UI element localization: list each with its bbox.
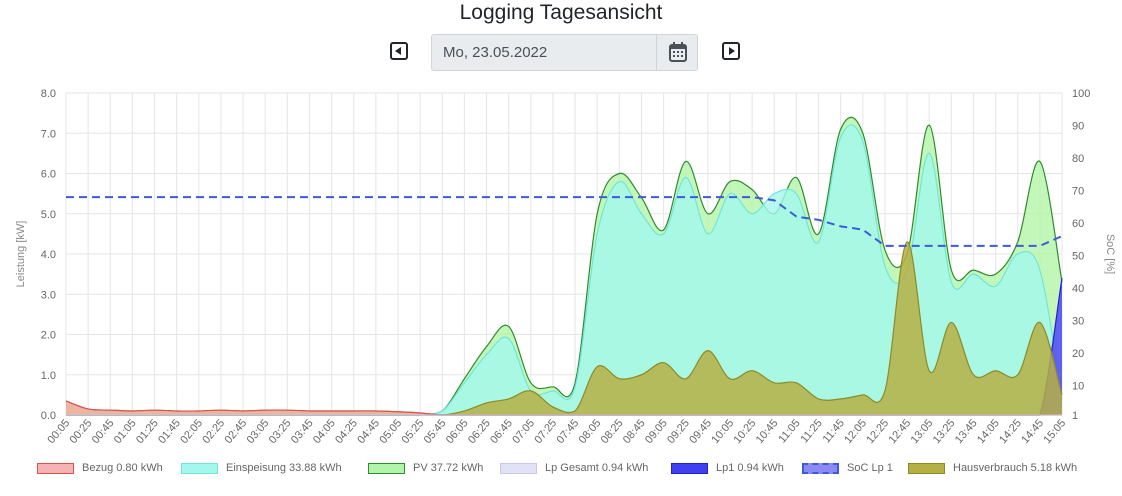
legend-label: Hausverbrauch 5.18 kWh	[953, 462, 1078, 474]
y-tick-label: 6.0	[41, 169, 56, 181]
legend-label: Lp Gesamt 0.94 kWh	[545, 462, 649, 474]
x-tick-label: 03:25	[267, 417, 294, 446]
x-tick-label: 01:25	[134, 417, 161, 446]
y2-tick-label: 50	[1072, 251, 1084, 263]
legend-label: SoC Lp 1	[847, 462, 893, 474]
y-tick-label: 3.0	[41, 289, 56, 301]
legend-label: Einspeisung 33.88 kWh	[226, 462, 342, 474]
y2-axis-label: SoC [%]	[1104, 234, 1116, 274]
x-tick-label: 01:05	[112, 417, 139, 446]
y-tick-label: 0.0	[41, 410, 56, 422]
x-tick-label: 06:45	[488, 417, 515, 446]
x-tick-label: 10:25	[732, 417, 759, 446]
legend-swatch	[908, 463, 945, 474]
legend-label: Bezug 0.80 kWh	[82, 462, 163, 474]
y2-tick-label: 60	[1072, 218, 1084, 230]
legend-swatch	[368, 463, 405, 474]
y2-tick-label: 40	[1072, 283, 1084, 295]
chart-legend: Bezug 0.80 kWh Einspeisung 33.88 kWh PV 37…	[0, 460, 1122, 480]
date-picker[interactable]: Mo, 23.05.2022	[431, 34, 698, 71]
series-line-soc	[66, 196, 1063, 247]
x-tick-label: 08:45	[621, 417, 648, 446]
x-tick-label: 11:25	[798, 417, 824, 445]
x-tick-label: 09:25	[665, 417, 692, 446]
y2-tick-label: 20	[1072, 348, 1084, 360]
x-tick-label: 14:45	[1019, 417, 1046, 446]
legend-label: PV 37.72 kWh	[413, 462, 484, 474]
x-tick-label: 13:05	[909, 417, 936, 446]
x-tick-label: 03:05	[245, 417, 272, 446]
x-tick-label: 02:45	[222, 417, 249, 446]
y-tick-label: 7.0	[41, 128, 56, 140]
x-tick-label: 12:05	[842, 417, 869, 446]
caret-right-icon	[729, 47, 735, 55]
x-tick-label: 02:05	[178, 417, 205, 446]
legend-swatch	[500, 463, 537, 474]
y-tick-label: 5.0	[41, 209, 56, 221]
x-tick-label: 04:05	[311, 417, 338, 446]
series-area-hausverbrauch	[66, 241, 1062, 415]
x-tick-label: 15:05	[1041, 417, 1068, 446]
y2-tick-label: 70	[1072, 186, 1084, 198]
x-tick-label: 07:05	[510, 417, 537, 446]
x-tick-label: 05:05	[377, 417, 404, 446]
x-tick-label: 00:25	[68, 417, 95, 446]
previous-day-button[interactable]	[390, 42, 408, 60]
x-tick-label: 09:05	[643, 417, 670, 446]
x-tick-label: 13:25	[931, 417, 958, 446]
y-tick-label: 1.0	[41, 370, 56, 382]
y-axis-label: Leistung [kW]	[15, 221, 27, 288]
x-tick-label: 03:45	[289, 417, 316, 446]
legend-swatch	[37, 463, 74, 474]
x-tick-label: 10:45	[754, 417, 781, 446]
y-tick-label: 4.0	[41, 249, 56, 261]
y2-tick-label: 10	[1072, 381, 1084, 393]
x-tick-label: 10:05	[709, 417, 736, 446]
y2-tick-label: 1	[1072, 410, 1078, 422]
y2-tick-label: 30	[1072, 316, 1084, 328]
x-tick-label: 06:05	[444, 417, 471, 446]
x-tick-label: 02:25	[200, 417, 227, 446]
series-area-einspeisung	[66, 124, 1062, 416]
y-tick-label: 8.0	[41, 88, 56, 100]
x-tick-label: 01:45	[156, 417, 183, 446]
x-tick-label: 12:45	[886, 417, 913, 446]
x-tick-label: 06:25	[466, 417, 493, 446]
date-input[interactable]: Mo, 23.05.2022	[443, 44, 548, 61]
y2-tick-label: 100	[1072, 88, 1090, 100]
x-tick-label: 08:25	[599, 417, 626, 446]
calendar-icon	[669, 42, 687, 62]
x-tick-label: 04:25	[333, 417, 360, 446]
power-chart: 0.0 1.0 2.0 3.0 4.0 5.0 6.0 7.0 8.0 1 10 20 30 40 50 60…	[15, 88, 1116, 446]
x-tick-label: 07:45	[554, 417, 581, 446]
x-tick-label: 14:05	[975, 417, 1002, 446]
legend-swatch	[181, 463, 218, 474]
legend-swatch	[671, 463, 708, 474]
calendar-button[interactable]	[656, 35, 698, 70]
page-title: Logging Tagesansicht	[459, 1, 663, 24]
x-tick-label: 12:25	[864, 417, 891, 446]
x-tick-label: 09:45	[687, 417, 714, 446]
x-tick-label: 11:45	[821, 417, 847, 445]
x-tick-label: 05:45	[422, 417, 449, 446]
next-day-button[interactable]	[722, 42, 740, 60]
x-tick-label: 11:05	[776, 417, 802, 445]
x-tick-label: 13:45	[953, 417, 980, 446]
x-tick-label: 08:05	[577, 417, 604, 446]
caret-left-icon	[395, 47, 401, 55]
y2-tick-label: 90	[1072, 121, 1084, 133]
x-tick-label: 14:25	[997, 417, 1024, 446]
y2-tick-label: 80	[1072, 153, 1084, 165]
x-tick-label: 00:45	[90, 417, 117, 446]
x-tick-label: 05:25	[400, 417, 427, 446]
y-tick-label: 2.0	[41, 330, 56, 342]
legend-swatch	[802, 463, 839, 474]
x-tick-label: 07:25	[532, 417, 559, 446]
x-tick-label: 04:45	[355, 417, 382, 446]
legend-label: Lp1 0.94 kWh	[716, 462, 784, 474]
